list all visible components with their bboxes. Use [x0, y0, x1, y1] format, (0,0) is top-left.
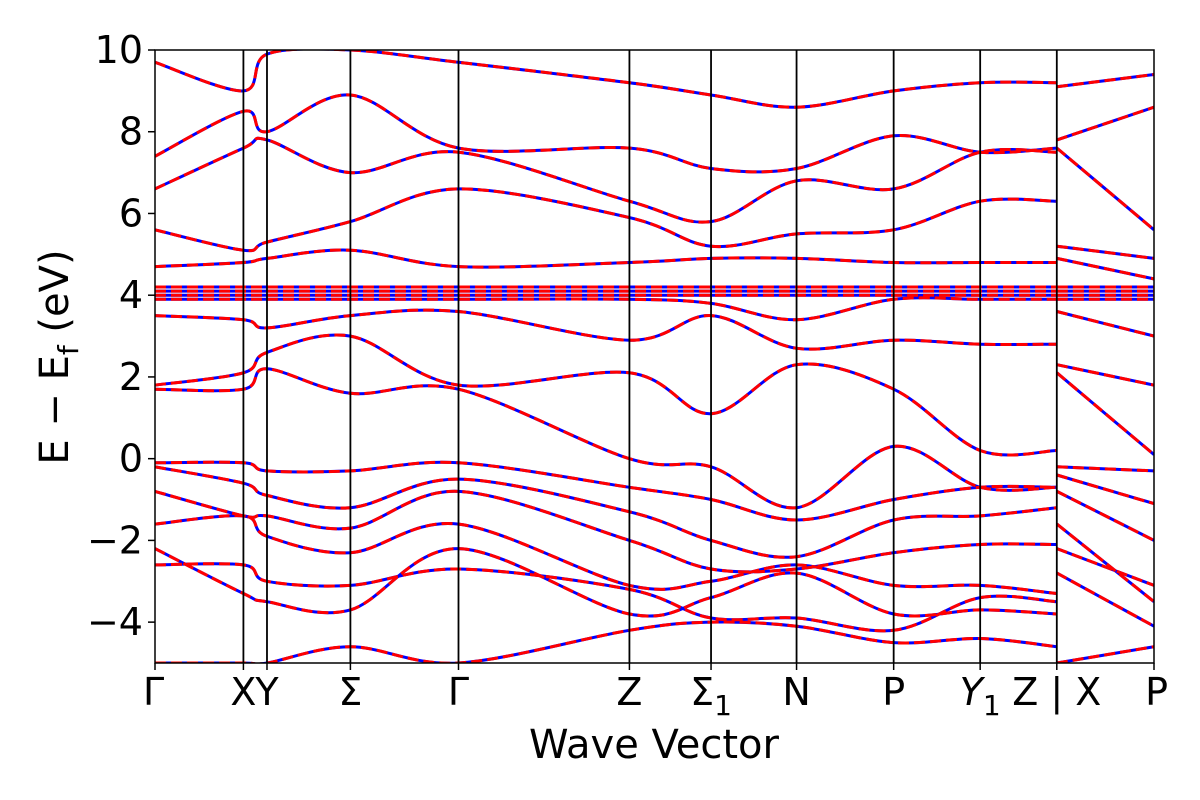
- x-tick-label: Z: [616, 670, 642, 714]
- y-tick-label: −4: [87, 600, 143, 644]
- band-dashed-0: [155, 620, 1154, 663]
- band-dashed-10: [155, 296, 1154, 322]
- band-dashed-9: [155, 308, 1154, 351]
- band-dashed-18: [155, 50, 1154, 109]
- x-tick-label: Σ1: [690, 670, 732, 722]
- x-tick-label: Σ: [338, 670, 362, 714]
- x-tick-label: Γ: [143, 670, 164, 714]
- x-tick-label: X: [230, 670, 256, 714]
- x-tick-label: Y: [254, 670, 279, 714]
- y-tick-label: 2: [119, 355, 143, 399]
- band-dashed-1: [155, 562, 1154, 633]
- y-tick-label: 8: [119, 110, 143, 154]
- band-dashed-4: [155, 489, 1154, 574]
- y-tick-label: 6: [119, 191, 143, 235]
- x-tick-label: P: [882, 670, 905, 714]
- y-axis-title-sub: f: [52, 344, 85, 355]
- high-symmetry-lines: [242, 50, 1058, 663]
- y-axis-ticks: −4 −2 0 2 4 6 8 10: [87, 28, 155, 644]
- band-dashed-3: [155, 514, 1154, 603]
- y-axis-title-lead: E − E: [32, 355, 78, 465]
- band-dashed-8: [155, 333, 1154, 457]
- x-tick-label: Y1: [960, 670, 1001, 722]
- x-axis-ticks: Γ XY Σ Γ Z Σ1 N P Y1 Z | X P: [143, 663, 1168, 722]
- y-tick-label: 10: [95, 28, 143, 72]
- x-tick-label: Γ: [448, 670, 469, 714]
- band-solid-8: [155, 333, 1154, 457]
- bands-layer: [155, 50, 1154, 663]
- x-tick-label: N: [782, 670, 810, 714]
- plot-frame: [154, 49, 1155, 664]
- band-dashed-2: [155, 547, 1154, 618]
- y-axis-title-tail: (eV): [32, 249, 78, 345]
- band-solid-2: [155, 547, 1154, 618]
- band-solid-18: [155, 50, 1154, 109]
- band-solid-17: [155, 93, 1154, 174]
- band-dashed-17: [155, 93, 1154, 174]
- band-solid-0: [155, 620, 1154, 663]
- x-tick-label: Z | X: [1012, 670, 1101, 715]
- band-dashed-14: [155, 248, 1154, 281]
- y-tick-label: −2: [87, 518, 143, 562]
- band-dashed-15: [155, 187, 1154, 260]
- y-tick-label: 0: [119, 437, 143, 481]
- y-axis-title: E − Ef (eV): [32, 249, 85, 464]
- band-dashed-6: [155, 460, 1154, 522]
- band-dashed-5: [155, 465, 1154, 559]
- y-tick-label: 4: [119, 273, 143, 317]
- x-tick-label: P: [1145, 670, 1168, 714]
- x-axis-title: Wave Vector: [529, 722, 780, 768]
